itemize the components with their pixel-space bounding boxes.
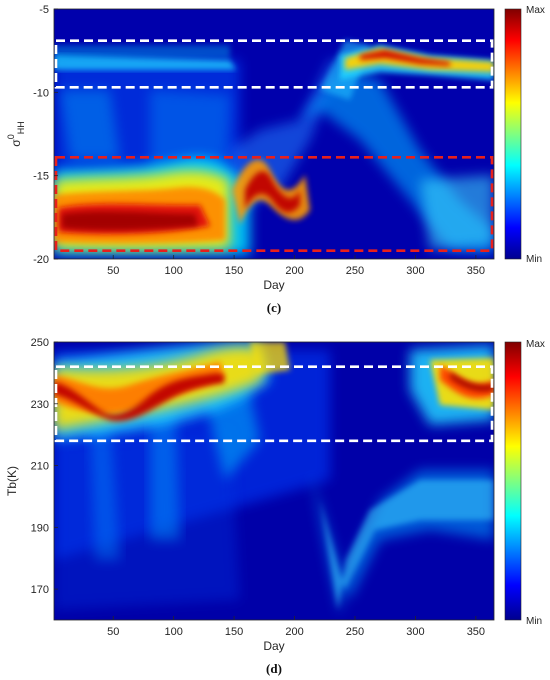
highlight-box (54, 39, 494, 89)
colorbar-min-c: Min (526, 254, 542, 265)
x-tick-label: 100 (164, 626, 182, 638)
x-axis-label-c: Day (263, 278, 284, 292)
colorbar-d (504, 341, 522, 621)
panel-label-c: (c) (267, 300, 281, 315)
y-tick-label: 190 (31, 522, 49, 534)
x-tick-label: 50 (107, 626, 119, 638)
x-tick-label: 100 (164, 265, 182, 277)
colorbar-min-d: Min (526, 616, 542, 627)
y-axis-label-c: σ0HH (6, 121, 26, 146)
y-axis-label-d: Tb(K) (5, 466, 19, 496)
y-tick-label: 170 (31, 584, 49, 596)
x-tick-label: 150 (225, 265, 243, 277)
x-tick-label: 300 (406, 626, 424, 638)
y-tick-label: -10 (33, 87, 49, 99)
colorbar-max-c: Max (526, 5, 545, 16)
x-tick-label: 150 (225, 626, 243, 638)
y-axis-label-sub-c: HH (16, 121, 26, 134)
panel-label-d: (d) (266, 661, 282, 676)
colorbar-c (504, 8, 522, 260)
y-tick-label: -20 (33, 254, 49, 266)
x-tick-label: 350 (467, 626, 485, 638)
panel-d: 170 190 210 230 250 50 100 150 200 250 300 350 Day… (5, 337, 545, 676)
heatmap-c (54, 9, 494, 259)
x-tick-label: 350 (467, 265, 485, 277)
y-tick-label: -5 (39, 4, 49, 16)
y-tick-label: 250 (31, 337, 49, 349)
x-tick-label: 250 (346, 265, 364, 277)
y-tick-label: 230 (31, 399, 49, 411)
y-tick-label: 210 (31, 461, 49, 473)
x-tick-label: 300 (406, 265, 424, 277)
y-axis-label-main-c: σ (9, 139, 23, 147)
panel-c: -20 -15 -10 -5 50 100 150 200 250 300 350 Day σ0H… (6, 4, 545, 315)
x-tick-label: 200 (285, 626, 303, 638)
y-ticks-c: -20 -15 -10 -5 (33, 4, 58, 266)
highlight-box (54, 156, 494, 252)
y-ticks-d: 170 190 210 230 250 (31, 337, 58, 596)
x-tick-label: 200 (285, 265, 303, 277)
highlight-boxes-c (54, 39, 494, 252)
svg-text:σ0HH: σ0HH (6, 121, 26, 146)
x-tick-label: 250 (346, 626, 364, 638)
x-ticks-d: 50 100 150 200 250 300 350 (107, 616, 485, 638)
colorbar-max-d: Max (526, 339, 545, 350)
y-axis-label-sup-c: 0 (6, 134, 16, 139)
x-ticks-c: 50 100 150 200 250 300 350 (107, 255, 485, 277)
x-tick-label: 50 (107, 265, 119, 277)
x-axis-label-d: Day (263, 639, 284, 653)
y-tick-label: -15 (33, 171, 49, 183)
